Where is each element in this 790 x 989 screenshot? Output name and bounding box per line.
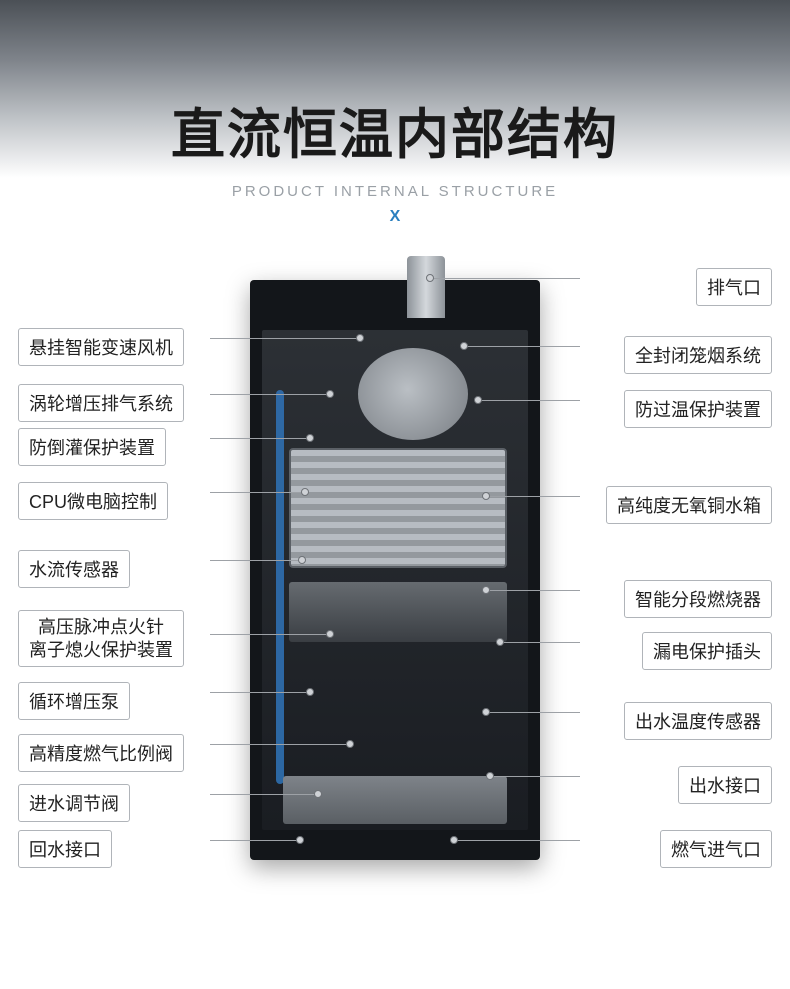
callout-label-line: 排气口 (707, 274, 761, 300)
leader-dot-left-3 (301, 488, 309, 496)
callout-label-right-5: 漏电保护插头 (642, 632, 772, 670)
fan-shape (358, 348, 468, 440)
callout-label-line: 高纯度无氧铜水箱 (617, 492, 761, 518)
callout-label-left-7: 高精度燃气比例阀 (18, 734, 184, 772)
callout-label-right-8: 燃气进气口 (660, 830, 772, 868)
callout-label-line: 离子熄火保护装置 (29, 639, 173, 662)
callout-label-left-3: CPU微电脑控制 (18, 482, 168, 520)
callout-label-line: 水流传感器 (29, 556, 119, 582)
callout-label-right-7: 出水接口 (678, 766, 772, 804)
subtitle: PRODUCT INTERNAL STRUCTURE (0, 183, 790, 200)
leader-line-left-2 (210, 438, 310, 439)
callout-label-line: 涡轮增压排气系统 (29, 390, 173, 416)
heat-exchanger-shape (289, 448, 507, 568)
callout-label-right-1: 全封闭笼烟系统 (624, 336, 772, 374)
leader-line-left-3 (210, 492, 305, 493)
callout-label-line: 出水温度传感器 (635, 708, 761, 734)
leader-dot-left-8 (314, 790, 322, 798)
callout-label-line: CPU微电脑控制 (29, 488, 157, 514)
leader-line-right-4 (486, 590, 580, 591)
valve-block-shape (283, 776, 506, 824)
burner-shape (289, 582, 507, 642)
leader-dot-left-4 (298, 556, 306, 564)
leader-line-left-1 (210, 394, 330, 395)
leader-line-right-7 (490, 776, 580, 777)
device-body (250, 280, 540, 860)
leader-dot-right-6 (482, 708, 490, 716)
leader-dot-left-7 (346, 740, 354, 748)
callout-label-left-0: 悬挂智能变速风机 (18, 328, 184, 366)
callout-label-left-1: 涡轮增压排气系统 (18, 384, 184, 422)
water-pipe-shape (276, 390, 284, 784)
callout-label-line: 高压脉冲点火针 (29, 616, 173, 639)
diagram-area: 悬挂智能变速风机涡轮增压排气系统防倒灌保护装置 CPU微电脑控制水流传感器高压脉冲… (0, 250, 790, 940)
leader-dot-right-4 (482, 586, 490, 594)
callout-label-right-2: 防过温保护装置 (624, 390, 772, 428)
callout-label-line: 回水接口 (29, 836, 101, 862)
callout-label-line: 循环增压泵 (29, 688, 119, 714)
main-title: 直流恒温内部结构 (0, 90, 790, 169)
callout-label-line: 悬挂智能变速风机 (29, 334, 173, 360)
callout-label-line: 漏电保护插头 (653, 638, 761, 664)
callout-label-left-6: 循环增压泵 (18, 682, 130, 720)
leader-line-right-3 (486, 496, 580, 497)
leader-dot-left-6 (306, 688, 314, 696)
leader-dot-left-9 (296, 836, 304, 844)
leader-dot-left-2 (306, 434, 314, 442)
leader-dot-right-1 (460, 342, 468, 350)
leader-line-right-6 (486, 712, 580, 713)
callout-label-line: 进水调节阀 (29, 790, 119, 816)
leader-dot-right-2 (474, 396, 482, 404)
leader-line-right-8 (454, 840, 580, 841)
leader-dot-left-5 (326, 630, 334, 638)
device-inner (262, 330, 528, 830)
callout-label-left-5: 高压脉冲点火针离子熄火保护装置 (18, 610, 184, 667)
leader-line-left-4 (210, 560, 302, 561)
leader-line-right-5 (500, 642, 580, 643)
infographic-container: 直流恒温内部结构 PRODUCT INTERNAL STRUCTURE X 悬挂… (0, 0, 790, 989)
callout-label-line: 防倒灌保护装置 (29, 434, 155, 460)
divider-x-icon: X (0, 208, 790, 226)
leader-dot-left-0 (356, 334, 364, 342)
leader-dot-right-7 (486, 772, 494, 780)
leader-line-left-5 (210, 634, 330, 635)
leader-line-left-0 (210, 338, 360, 339)
leader-line-left-9 (210, 840, 300, 841)
callout-label-right-0: 排气口 (696, 268, 772, 306)
exhaust-pipe-shape (407, 256, 445, 318)
leader-line-right-1 (464, 346, 580, 347)
leader-line-left-8 (210, 794, 318, 795)
leader-line-left-7 (210, 744, 350, 745)
callout-label-line: 高精度燃气比例阀 (29, 740, 173, 766)
callout-label-right-3: 高纯度无氧铜水箱 (606, 486, 772, 524)
callout-label-line: 全封闭笼烟系统 (635, 342, 761, 368)
leader-dot-right-0 (426, 274, 434, 282)
callout-label-left-2: 防倒灌保护装置 (18, 428, 166, 466)
callout-label-left-8: 进水调节阀 (18, 784, 130, 822)
leader-dot-right-8 (450, 836, 458, 844)
callout-label-line: 智能分段燃烧器 (635, 586, 761, 612)
callout-label-right-4: 智能分段燃烧器 (624, 580, 772, 618)
leader-line-left-6 (210, 692, 310, 693)
leader-line-right-0 (430, 278, 580, 279)
leader-dot-right-5 (496, 638, 504, 646)
callout-label-line: 燃气进气口 (671, 836, 761, 862)
leader-line-right-2 (478, 400, 580, 401)
leader-dot-right-3 (482, 492, 490, 500)
callout-label-line: 出水接口 (689, 772, 761, 798)
callout-label-left-4: 水流传感器 (18, 550, 130, 588)
callout-label-line: 防过温保护装置 (635, 396, 761, 422)
leader-dot-left-1 (326, 390, 334, 398)
callout-label-right-6: 出水温度传感器 (624, 702, 772, 740)
callout-label-left-9: 回水接口 (18, 830, 112, 868)
